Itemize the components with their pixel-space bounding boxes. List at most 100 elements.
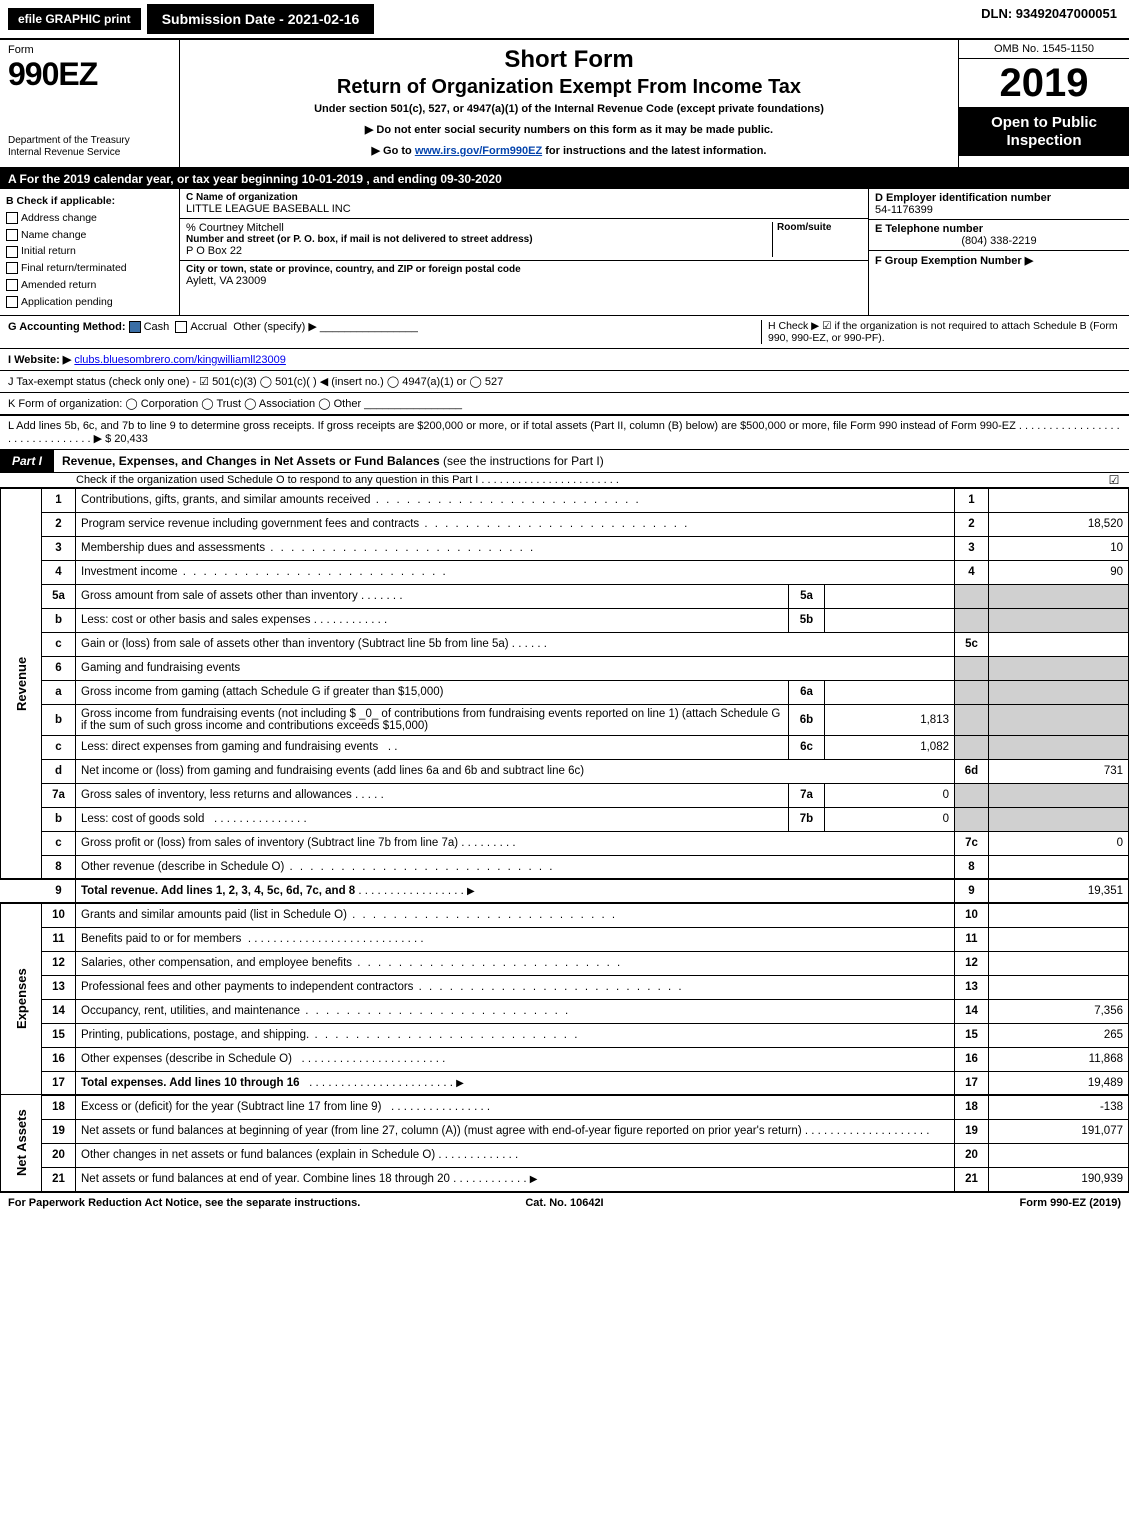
ln-17: 17 bbox=[42, 1071, 76, 1095]
form-word: Form bbox=[8, 44, 171, 56]
instr-no-ssn: ▶ Do not enter social security numbers o… bbox=[190, 123, 948, 136]
mini-val-7a: 0 bbox=[825, 783, 955, 807]
part-i-checkbox[interactable]: ☑ bbox=[1099, 473, 1129, 487]
ln-14: 14 bbox=[42, 999, 76, 1023]
row-5a: 5a Gross amount from sale of assets othe… bbox=[1, 584, 1129, 608]
desc-6c: Less: direct expenses from gaming and fu… bbox=[76, 735, 789, 759]
opt-name-change[interactable]: Name change bbox=[6, 227, 173, 244]
num-4: 4 bbox=[955, 560, 989, 584]
page-footer: For Paperwork Reduction Act Notice, see … bbox=[0, 1192, 1129, 1213]
ln-16: 16 bbox=[42, 1047, 76, 1071]
row-6: 6 Gaming and fundraising events bbox=[1, 656, 1129, 680]
phone-value: (804) 338-2219 bbox=[875, 235, 1123, 247]
desc-14: Occupancy, rent, utilities, and maintena… bbox=[76, 999, 955, 1023]
desc-3: Membership dues and assessments bbox=[76, 536, 955, 560]
g-label: G Accounting Method: bbox=[8, 321, 126, 333]
form-header: Form 990EZ Department of the Treasury In… bbox=[0, 40, 1129, 169]
opt-amended-return[interactable]: Amended return bbox=[6, 277, 173, 294]
ein-cell: D Employer identification number 54-1176… bbox=[869, 189, 1129, 220]
desc-2: Program service revenue including govern… bbox=[76, 512, 955, 536]
org-name-value: LITTLE LEAGUE BASEBALL INC bbox=[186, 203, 862, 215]
num-7c: 7c bbox=[955, 831, 989, 855]
row-15: 15 Printing, publications, postage, and … bbox=[1, 1023, 1129, 1047]
row-7c: c Gross profit or (loss) from sales of i… bbox=[1, 831, 1129, 855]
website-link[interactable]: clubs.bluesombrero.com/kingwilliamll2300… bbox=[74, 354, 286, 366]
opt-address-change[interactable]: Address change bbox=[6, 210, 173, 227]
part-i-header: Part I Revenue, Expenses, and Changes in… bbox=[0, 450, 1129, 473]
row-20: 20 Other changes in net assets or fund b… bbox=[1, 1143, 1129, 1167]
accrual-checkbox[interactable] bbox=[175, 321, 187, 333]
ln-10: 10 bbox=[42, 903, 76, 927]
ln-20: 20 bbox=[42, 1143, 76, 1167]
val-15: 265 bbox=[989, 1023, 1129, 1047]
row-3: 3 Membership dues and assessments 3 10 bbox=[1, 536, 1129, 560]
ln-4: 4 bbox=[42, 560, 76, 584]
row-8: 8 Other revenue (describe in Schedule O)… bbox=[1, 855, 1129, 879]
opt-initial-return[interactable]: Initial return bbox=[6, 243, 173, 260]
val-16: 11,868 bbox=[989, 1047, 1129, 1071]
val-1 bbox=[989, 488, 1129, 512]
val-8 bbox=[989, 855, 1129, 879]
val-9: 19,351 bbox=[989, 879, 1129, 903]
desc-11: Benefits paid to or for members . . . . … bbox=[76, 927, 955, 951]
right-column: OMB No. 1545-1150 2019 Open to Public In… bbox=[959, 40, 1129, 167]
row-1: Revenue 1 Contributions, gifts, grants, … bbox=[1, 488, 1129, 512]
irs-link[interactable]: www.irs.gov/Form990EZ bbox=[415, 145, 542, 157]
line-l: L Add lines 5b, 6c, and 7b to line 9 to … bbox=[0, 416, 1129, 450]
val-17: 19,489 bbox=[989, 1071, 1129, 1095]
desc-15: Printing, publications, postage, and shi… bbox=[76, 1023, 955, 1047]
shade-6 bbox=[955, 656, 989, 680]
ln-5b: b bbox=[42, 608, 76, 632]
city-value: Aylett, VA 23009 bbox=[186, 275, 862, 287]
opt-final-return[interactable]: Final return/terminated bbox=[6, 260, 173, 277]
num-3: 3 bbox=[955, 536, 989, 560]
group-exemption-cell: F Group Exemption Number ▶ bbox=[869, 251, 1129, 270]
desc-1: Contributions, gifts, grants, and simila… bbox=[76, 488, 955, 512]
efile-print-button[interactable]: efile GRAPHIC print bbox=[8, 8, 141, 30]
opt-application-pending[interactable]: Application pending bbox=[6, 294, 173, 311]
accrual-label: Accrual bbox=[190, 321, 227, 333]
footer-center: Cat. No. 10642I bbox=[379, 1197, 750, 1209]
group-exemption-label: F Group Exemption Number ▶ bbox=[875, 254, 1123, 267]
desc-8: Other revenue (describe in Schedule O) bbox=[76, 855, 955, 879]
mini-val-6b: 1,813 bbox=[825, 704, 955, 735]
phone-cell: E Telephone number (804) 338-2219 bbox=[869, 220, 1129, 251]
desc-4: Investment income bbox=[76, 560, 955, 584]
shade-6a-v bbox=[989, 680, 1129, 704]
mini-ln-7b: 7b bbox=[789, 807, 825, 831]
ln-6a: a bbox=[42, 680, 76, 704]
ln-2: 2 bbox=[42, 512, 76, 536]
shade-7b-v bbox=[989, 807, 1129, 831]
mini-ln-7a: 7a bbox=[789, 783, 825, 807]
lines-table: Revenue 1 Contributions, gifts, grants, … bbox=[0, 488, 1129, 1192]
num-16: 16 bbox=[955, 1047, 989, 1071]
desc-7c: Gross profit or (loss) from sales of inv… bbox=[76, 831, 955, 855]
form-id-column: Form 990EZ Department of the Treasury In… bbox=[0, 40, 180, 167]
cash-checkbox[interactable] bbox=[129, 321, 141, 333]
mini-ln-6c: 6c bbox=[789, 735, 825, 759]
num-2: 2 bbox=[955, 512, 989, 536]
part-i-title: Revenue, Expenses, and Changes in Net As… bbox=[62, 454, 440, 468]
website-label: I Website: ▶ bbox=[8, 354, 71, 366]
num-10: 10 bbox=[955, 903, 989, 927]
num-19: 19 bbox=[955, 1119, 989, 1143]
ein-value: 54-1176399 bbox=[875, 204, 1123, 216]
ln-6b: b bbox=[42, 704, 76, 735]
shade-6c-v bbox=[989, 735, 1129, 759]
side-spacer-9 bbox=[1, 879, 42, 903]
org-name-cell: C Name of organization LITTLE LEAGUE BAS… bbox=[180, 189, 868, 219]
city-label: City or town, state or province, country… bbox=[186, 264, 862, 275]
column-def: D Employer identification number 54-1176… bbox=[869, 189, 1129, 315]
shade-7a bbox=[955, 783, 989, 807]
street-value: P O Box 22 bbox=[186, 245, 772, 257]
mini-val-5a bbox=[825, 584, 955, 608]
num-1: 1 bbox=[955, 488, 989, 512]
row-6b: b Gross income from fundraising events (… bbox=[1, 704, 1129, 735]
col-b-heading: B Check if applicable: bbox=[6, 193, 173, 210]
row-12: 12 Salaries, other compensation, and emp… bbox=[1, 951, 1129, 975]
ln-12: 12 bbox=[42, 951, 76, 975]
tax-year: 2019 bbox=[959, 59, 1129, 108]
column-c: C Name of organization LITTLE LEAGUE BAS… bbox=[180, 189, 869, 315]
desc-7a: Gross sales of inventory, less returns a… bbox=[76, 783, 789, 807]
shade-6-v bbox=[989, 656, 1129, 680]
